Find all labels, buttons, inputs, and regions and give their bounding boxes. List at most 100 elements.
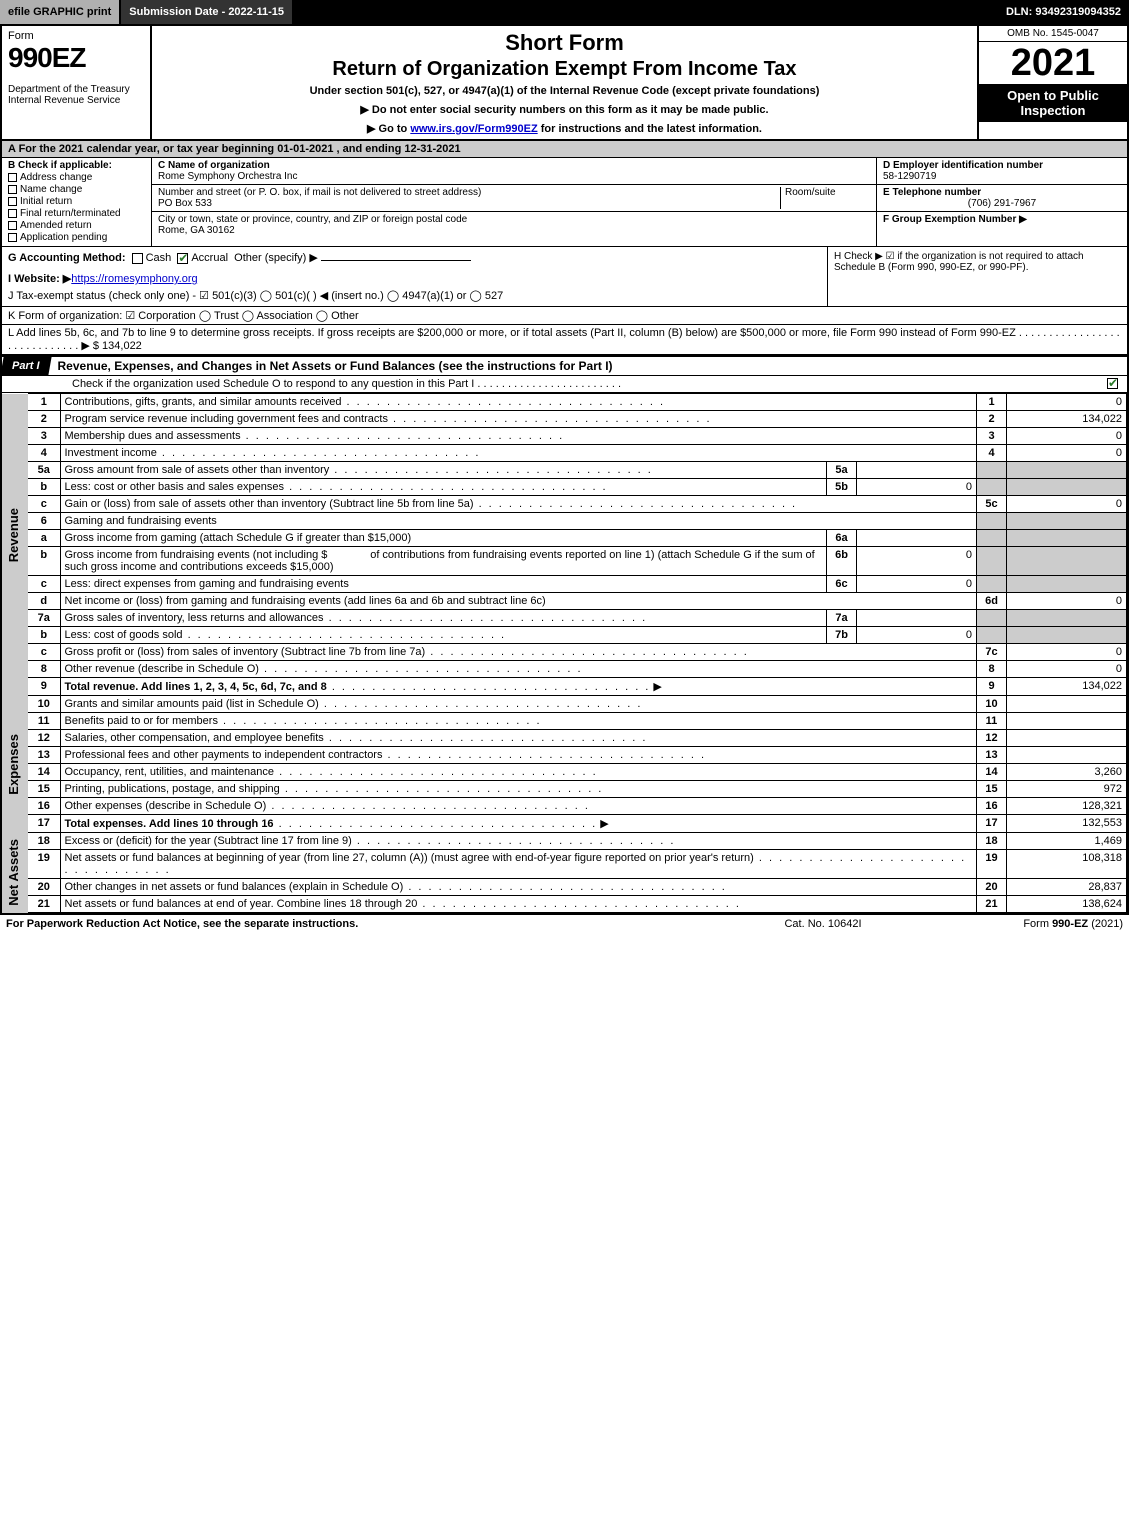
chk-amended[interactable]: Amended return	[8, 220, 145, 231]
line-val: 0	[1007, 644, 1127, 661]
city-val: Rome, GA 30162	[158, 225, 467, 236]
line-num: 10	[28, 696, 60, 713]
line-val: 138,624	[1007, 896, 1127, 913]
line-val: 0	[1007, 394, 1127, 411]
line-num: 20	[28, 879, 60, 896]
line-desc: Professional fees and other payments to …	[60, 747, 977, 764]
line-desc: Less: direct expenses from gaming and fu…	[60, 576, 827, 593]
line-ref: 17	[977, 815, 1007, 833]
header-row: Form 990EZ Department of the Treasury In…	[2, 26, 1127, 141]
group-exempt-row: F Group Exemption Number ▶	[877, 212, 1127, 227]
ein-label: D Employer identification number	[883, 160, 1121, 171]
line-val: 28,837	[1007, 879, 1127, 896]
section-b-header: B Check if applicable:	[8, 160, 112, 171]
line-desc: Contributions, gifts, grants, and simila…	[60, 394, 977, 411]
sub-ref: 6a	[827, 530, 857, 547]
org-name-row: C Name of organization Rome Symphony Orc…	[152, 158, 876, 185]
i-label: I Website: ▶	[8, 273, 71, 285]
sub2b-post: for instructions and the latest informat…	[538, 123, 762, 135]
line-desc: Benefits paid to or for members	[60, 713, 977, 730]
line-num: 13	[28, 747, 60, 764]
line-val: 1,469	[1007, 833, 1127, 850]
shaded-cell	[1007, 462, 1127, 479]
subtitle-2a: ▶ Do not enter social security numbers o…	[160, 103, 969, 116]
sub-val	[857, 610, 977, 627]
line-val: 0	[1007, 593, 1127, 610]
checkbox-icon	[8, 233, 17, 242]
line-val: 972	[1007, 781, 1127, 798]
ein-row: D Employer identification number 58-1290…	[877, 158, 1127, 185]
phone-val: (706) 291-7967	[883, 198, 1121, 209]
shaded-cell	[977, 547, 1007, 576]
chk-pending[interactable]: Application pending	[8, 232, 145, 243]
line-num: 16	[28, 798, 60, 815]
irs-link[interactable]: www.irs.gov/Form990EZ	[410, 123, 537, 135]
line-val	[1007, 747, 1127, 764]
chk-final[interactable]: Final return/terminated	[8, 208, 145, 219]
revenue-sidelabel: Revenue	[2, 394, 28, 678]
line-num: 15	[28, 781, 60, 798]
part1-title: Revenue, Expenses, and Changes in Net As…	[58, 359, 1127, 373]
line-num: 2	[28, 411, 60, 428]
checkbox-checked-icon[interactable]	[1107, 378, 1118, 389]
line-ref: 10	[977, 696, 1007, 713]
checkbox-icon	[8, 185, 17, 194]
checkbox-icon[interactable]	[132, 253, 143, 264]
shaded-cell	[977, 627, 1007, 644]
sub-ref: 7a	[827, 610, 857, 627]
row-a: A For the 2021 calendar year, or tax yea…	[2, 141, 1127, 158]
sub-val: 0	[857, 627, 977, 644]
street-row: Number and street (or P. O. box, if mail…	[152, 185, 876, 212]
line-num: c	[28, 576, 60, 593]
other-underline	[321, 260, 471, 261]
line-num: 9	[28, 678, 60, 696]
line-desc: Occupancy, rent, utilities, and maintena…	[60, 764, 977, 781]
line-num: 21	[28, 896, 60, 913]
checkbox-checked-icon[interactable]	[177, 253, 188, 264]
efile-print-button[interactable]: efile GRAPHIC print	[0, 0, 121, 24]
line-desc: Less: cost or other basis and sales expe…	[60, 479, 827, 496]
line-ref: 7c	[977, 644, 1007, 661]
sub-ref: 5a	[827, 462, 857, 479]
line-num: 5a	[28, 462, 60, 479]
chk-initial[interactable]: Initial return	[8, 196, 145, 207]
chk-address[interactable]: Address change	[8, 172, 145, 183]
line-val	[1007, 730, 1127, 747]
dept-label: Department of the Treasury Internal Reve…	[8, 84, 144, 106]
line-num: 12	[28, 730, 60, 747]
sub-ref: 6b	[827, 547, 857, 576]
line-desc: Gross profit or (loss) from sales of inv…	[60, 644, 977, 661]
line-ref: 12	[977, 730, 1007, 747]
checkbox-icon	[8, 221, 17, 230]
footer: For Paperwork Reduction Act Notice, see …	[0, 915, 1129, 933]
line-desc: Gross amount from sale of assets other t…	[60, 462, 827, 479]
line-ref: 18	[977, 833, 1007, 850]
line-num: 17	[28, 815, 60, 833]
line-num: d	[28, 593, 60, 610]
line-ref: 13	[977, 747, 1007, 764]
website-link[interactable]: https://romesymphony.org	[71, 273, 197, 285]
phone-label: E Telephone number	[883, 187, 1121, 198]
lines-table: Revenue 1 Contributions, gifts, grants, …	[2, 393, 1127, 913]
line-desc: Total expenses. Add lines 10 through 16 …	[60, 815, 977, 833]
section-g: G Accounting Method: Cash Accrual Other …	[2, 247, 827, 306]
line-ref: 11	[977, 713, 1007, 730]
form-number: 990EZ	[8, 42, 144, 74]
line-num: b	[28, 627, 60, 644]
line-ref: 1	[977, 394, 1007, 411]
line-num: 3	[28, 428, 60, 445]
shaded-cell	[1007, 530, 1127, 547]
line-val: 3,260	[1007, 764, 1127, 781]
chk-name[interactable]: Name change	[8, 184, 145, 195]
line-num: 7a	[28, 610, 60, 627]
line-ref: 20	[977, 879, 1007, 896]
shaded-cell	[977, 530, 1007, 547]
line-val: 108,318	[1007, 850, 1127, 879]
line-desc: Other expenses (describe in Schedule O)	[60, 798, 977, 815]
line-ref: 5c	[977, 496, 1007, 513]
line-val: 128,321	[1007, 798, 1127, 815]
submission-date-button[interactable]: Submission Date - 2022-11-15	[121, 0, 294, 24]
shaded-cell	[1007, 576, 1127, 593]
shaded-cell	[977, 462, 1007, 479]
dln-label: DLN: 93492319094352	[998, 0, 1129, 24]
